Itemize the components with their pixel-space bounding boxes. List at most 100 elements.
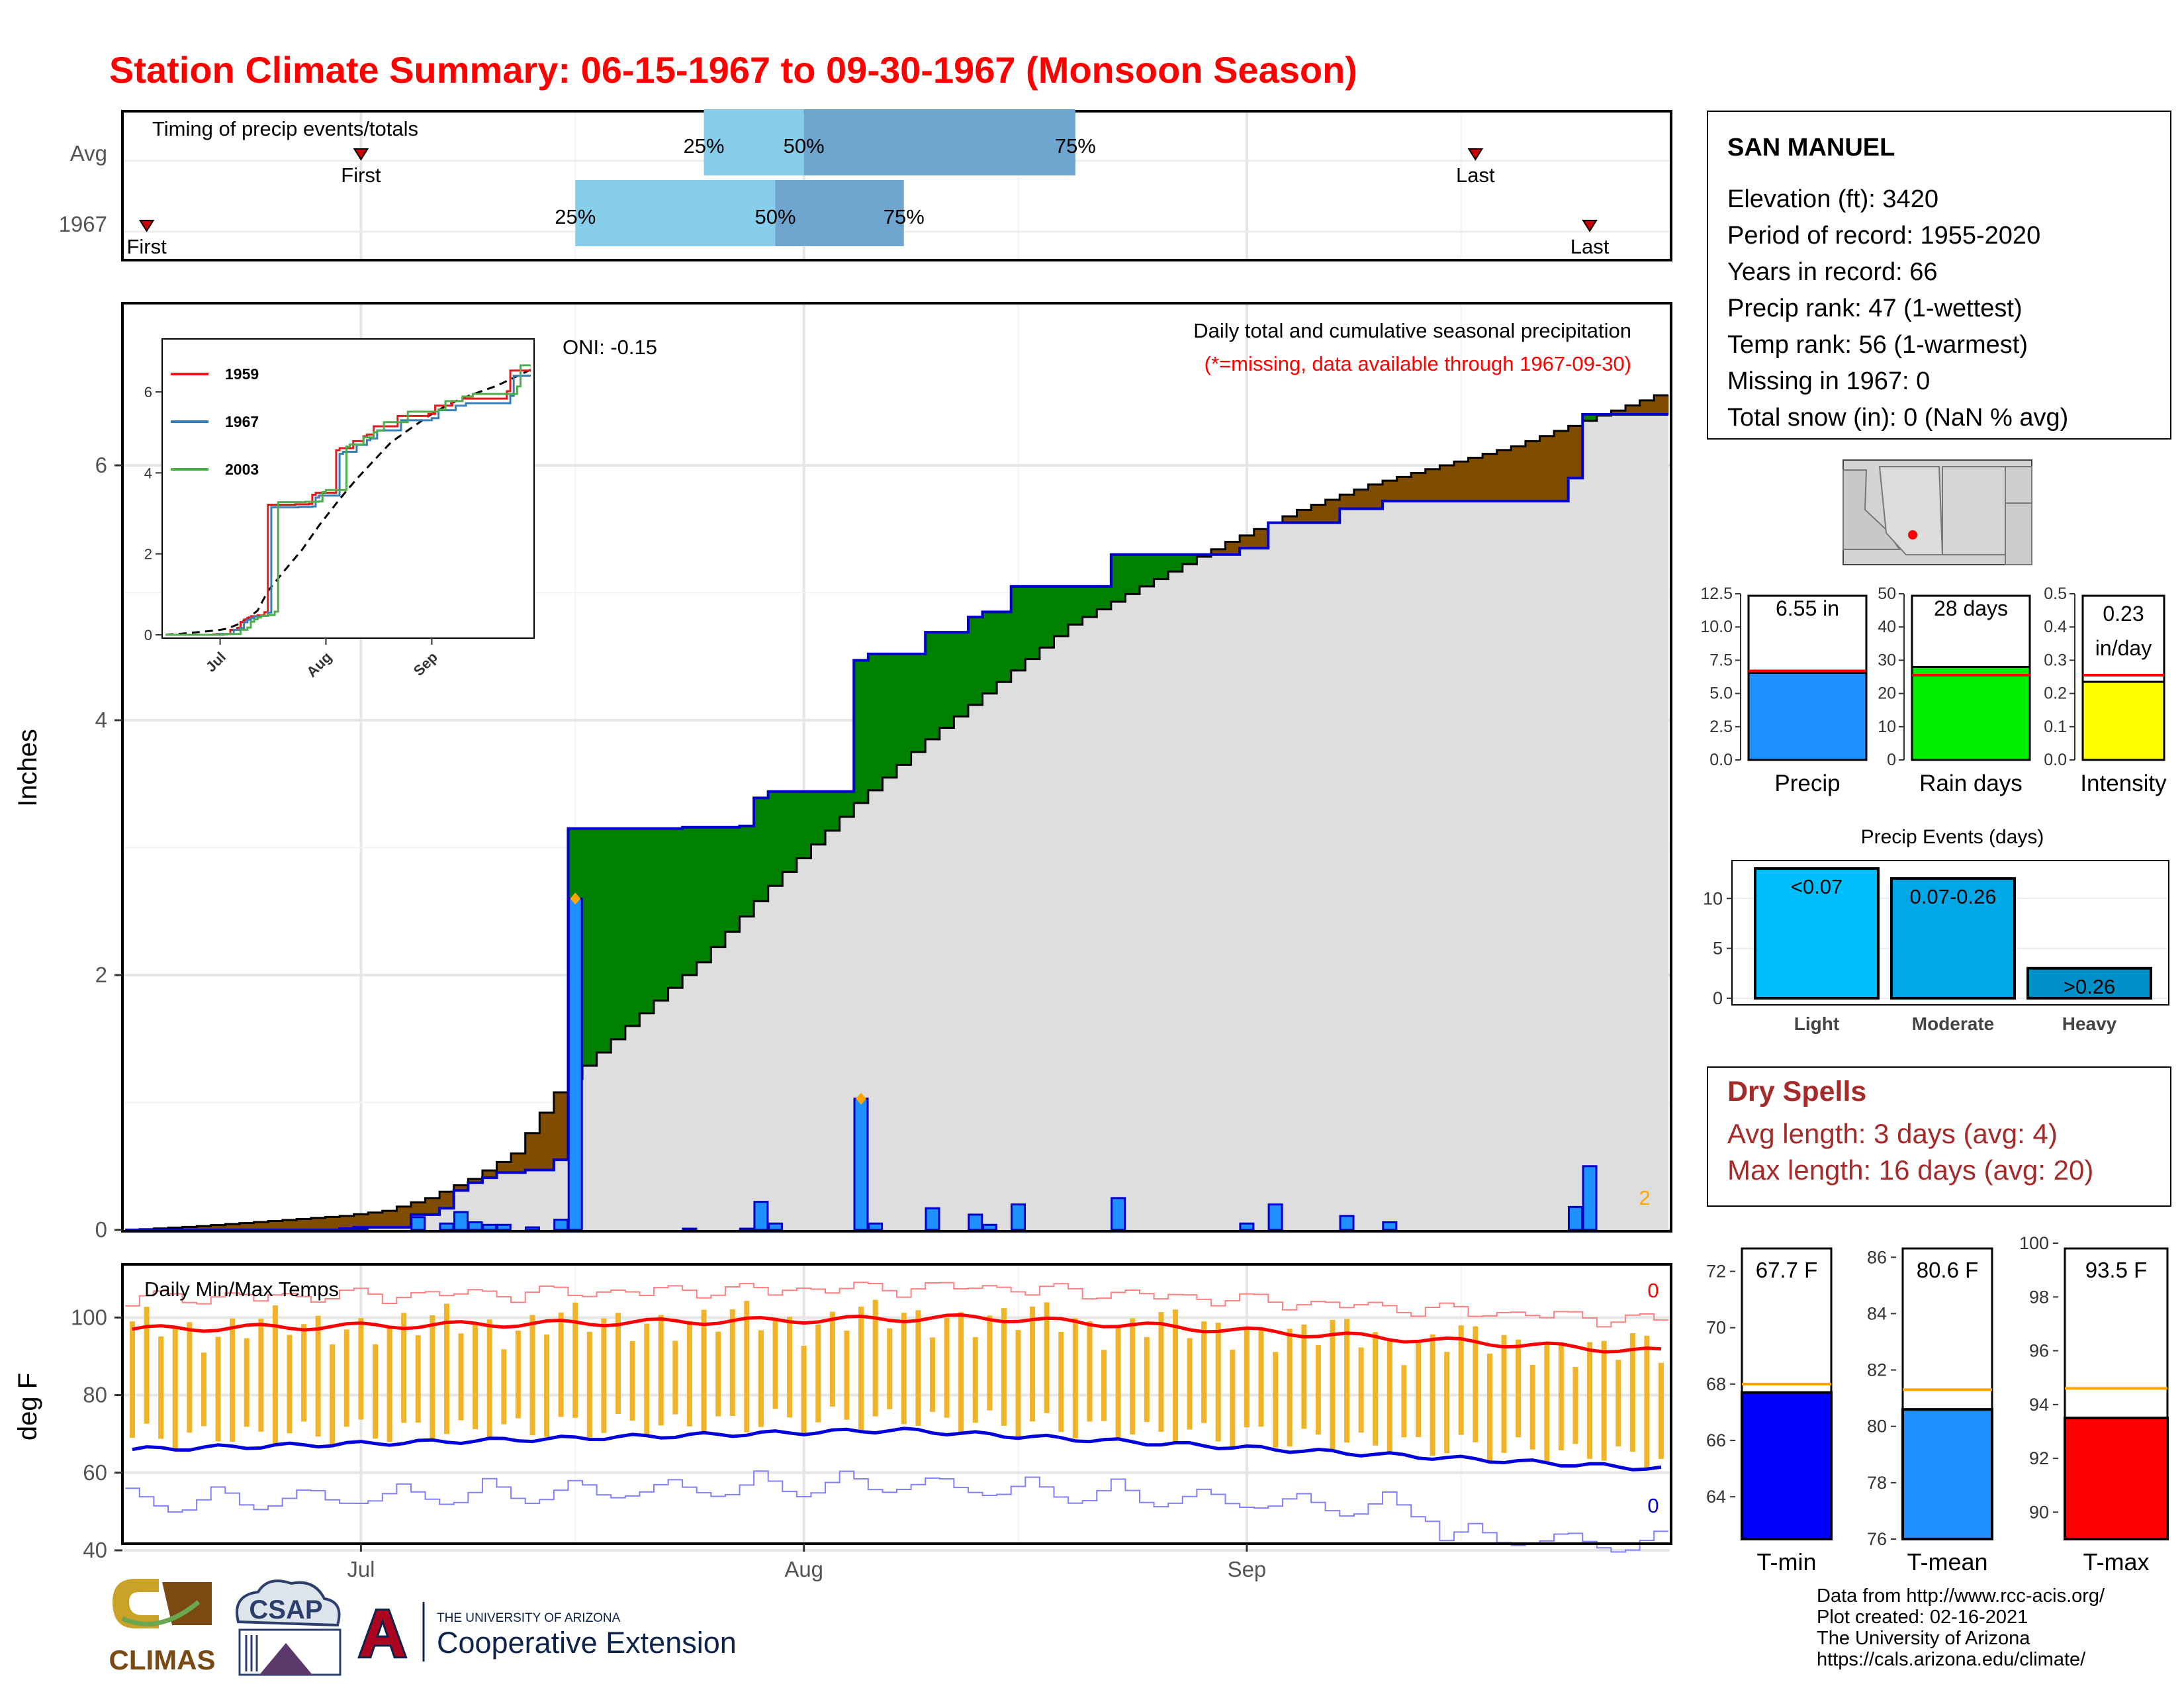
- daily-temp-range-bar: [1458, 1325, 1464, 1435]
- summary-ytick-label: 0.3: [2044, 651, 2067, 669]
- daily-temp-range-bar: [1115, 1327, 1121, 1438]
- daily-temp-range-bar: [1201, 1321, 1207, 1423]
- deficit-segment: [1639, 400, 1655, 414]
- daily-temp-range-bar: [544, 1334, 550, 1437]
- daily-temp-range-bar: [1101, 1350, 1107, 1421]
- surplus-segment: [796, 791, 812, 859]
- summary-ytick-label: 0.1: [2044, 718, 2067, 736]
- csap-wordmark: CSAP: [249, 1595, 322, 1624]
- temp-summary-name: T-mean: [1907, 1548, 1987, 1575]
- daily-temp-range-bar: [315, 1315, 321, 1437]
- daily-temp-range-bar: [629, 1340, 635, 1421]
- daily-temp-range-bar: [901, 1313, 907, 1425]
- daily-temp-range-bar: [686, 1321, 692, 1427]
- surplus-segment: [1039, 586, 1055, 648]
- ua-cooperative-extension-logo: A THE UNIVERSITY OF ARIZONA Cooperative …: [357, 1595, 737, 1673]
- temp-summary-ytick-label: 92: [2029, 1448, 2049, 1468]
- daily-precip-bar: [410, 1216, 426, 1231]
- temp-summary-ytick-label: 98: [2029, 1287, 2049, 1307]
- deficit-segment: [310, 1217, 326, 1230]
- deficit-segment: [1568, 426, 1583, 479]
- daily-precip-bar: [496, 1223, 512, 1231]
- daily-temp-range-bar: [1044, 1302, 1050, 1413]
- deficit-segment: [1210, 549, 1226, 555]
- daily-precip-bar: [1011, 1203, 1026, 1231]
- event-label-first: First: [126, 235, 167, 258]
- daily-precip-bar: [482, 1223, 498, 1231]
- daily-temp-range-bar: [258, 1319, 264, 1432]
- daily-precip-bar: [524, 1226, 540, 1231]
- summary-ytick-label: 5.0: [1709, 684, 1733, 703]
- daily-temp-range-bar: [272, 1305, 278, 1444]
- temp-summary-value-label: 93.5 F: [2085, 1258, 2148, 1282]
- daily-temp-range-bar: [915, 1310, 921, 1426]
- daily-precip-bar: [1567, 1205, 1583, 1231]
- events-ytick-label: 0: [1713, 988, 1723, 1008]
- deficit-segment: [439, 1192, 455, 1209]
- daily-temp-range-bar: [987, 1315, 993, 1411]
- events-ytick-label: 5: [1713, 939, 1723, 959]
- daily-precip-bar: [1339, 1215, 1355, 1231]
- daily-temp-range-bar: [1444, 1352, 1450, 1454]
- timing-label: Timing of precip events/totals: [152, 117, 418, 140]
- surplus-segment: [1582, 414, 1598, 421]
- temp-summary-ytick-label: 64: [1706, 1487, 1726, 1507]
- temp-summary-ytick-label: 82: [1867, 1360, 1887, 1380]
- deficit-segment: [1539, 436, 1555, 501]
- daily-temp-range-bar: [1659, 1362, 1664, 1460]
- avg-cumulative-area: [125, 395, 1668, 1230]
- quartile-box-upper: [803, 109, 1075, 175]
- station-info-line: Years in record: 66: [1727, 258, 1938, 286]
- daily-temp-range-bar: [1401, 1365, 1407, 1438]
- summary-ytick-label: 50: [1878, 585, 1896, 603]
- precip-note: Daily total and cumulative seasonal prec…: [1193, 319, 1631, 342]
- daily-temp-range-bar: [715, 1331, 721, 1417]
- daily-temp-range-bar: [244, 1338, 250, 1427]
- event-label-first: First: [341, 164, 381, 187]
- temp-summary-ytick-label: 72: [1706, 1262, 1726, 1282]
- daily-precip-bar: [1111, 1197, 1126, 1231]
- summary-ytick-label: 0.0: [2044, 751, 2067, 769]
- summary-bar-name: Intensity: [2080, 771, 2167, 796]
- surplus-segment: [1082, 586, 1097, 618]
- quartile-75-label: 75%: [884, 205, 925, 228]
- daily-temp-range-bar: [387, 1327, 392, 1442]
- daily-temp-range-bar: [1501, 1335, 1507, 1453]
- event-label-last: Last: [1570, 235, 1610, 258]
- deficit-segment: [553, 1092, 569, 1160]
- daily-temp-range-bar: [844, 1331, 850, 1420]
- timing-panel: 25% 50% 75% First Last 25% 50% 75% First Last Tim…: [59, 109, 1672, 261]
- surplus-segment: [1068, 586, 1083, 625]
- deficit-segment: [225, 1224, 240, 1230]
- deficit-segment: [1496, 449, 1512, 501]
- daily-temp-range-bar: [515, 1331, 521, 1419]
- event-marker-first: [138, 220, 155, 232]
- deficit-segment: [296, 1219, 312, 1230]
- events-bar-label: >0.26: [2064, 975, 2115, 998]
- surplus-segment: [982, 612, 997, 694]
- deficit-segment: [325, 1217, 340, 1230]
- daily-temp-range-bar: [1644, 1335, 1650, 1468]
- deficit-segment: [525, 1133, 540, 1170]
- daily-precip-bar: [1239, 1222, 1255, 1231]
- surplus-segment: [768, 791, 783, 886]
- daily-temp-range-bar: [1415, 1340, 1421, 1437]
- precip-ytick-label-6: 6: [95, 453, 107, 477]
- daily-precip-bar: [1267, 1203, 1283, 1231]
- timing-row-label-avg: Avg: [70, 141, 107, 165]
- daily-temp-range-bar: [758, 1330, 764, 1427]
- temp-summary-ytick-label: 68: [1706, 1374, 1726, 1394]
- daily-temp-range-bar: [301, 1324, 307, 1422]
- surplus-segment: [582, 828, 598, 1066]
- daily-temp-range-bar: [644, 1323, 650, 1436]
- inset-ytick-label: 6: [144, 384, 152, 400]
- month-tick-label-0: Jul: [347, 1557, 375, 1581]
- daily-temp-range-bar: [1187, 1338, 1193, 1430]
- summary-value-label: 0.23: [2103, 602, 2144, 626]
- surplus-segment: [1011, 586, 1026, 671]
- surplus-segment: [1111, 554, 1126, 602]
- daily-temp-range-bar: [1215, 1323, 1221, 1442]
- daily-temp-range-bar: [958, 1312, 964, 1433]
- daily-temp-range-bar: [501, 1349, 507, 1425]
